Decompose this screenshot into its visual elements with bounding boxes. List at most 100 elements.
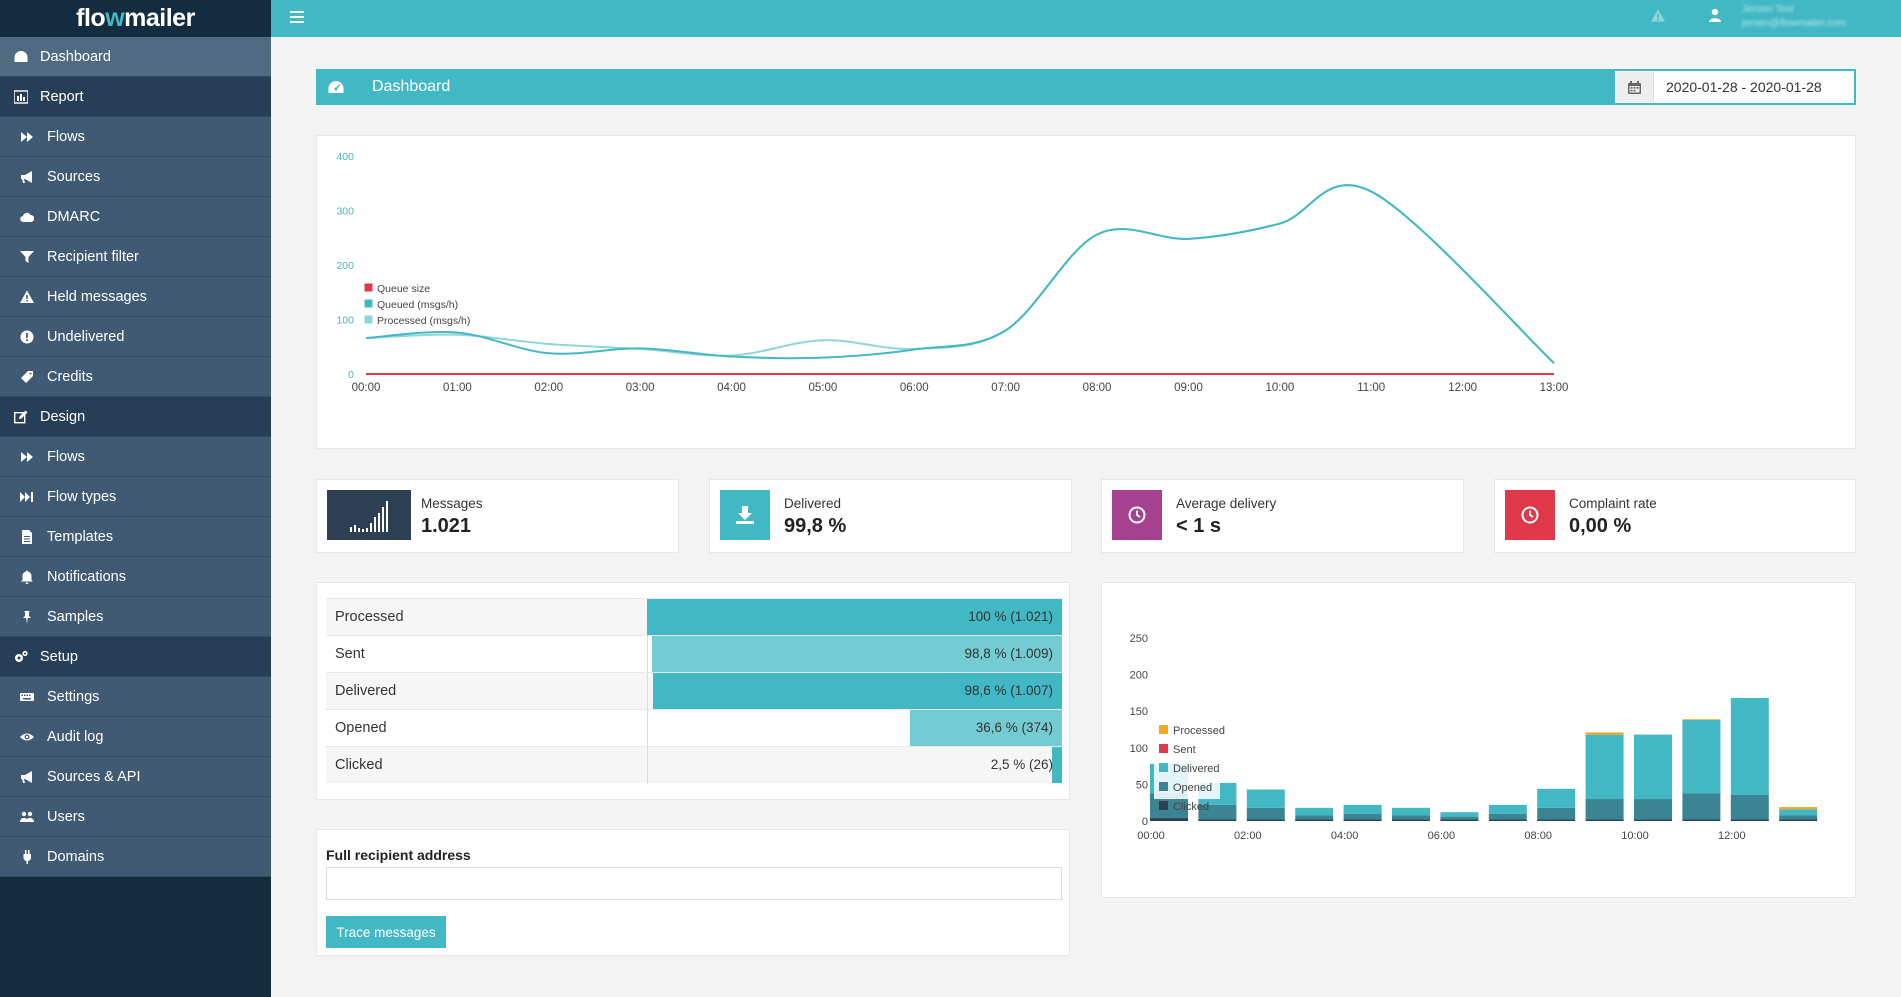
legend-swatch	[1159, 782, 1168, 791]
x-tick-label: 07:00	[991, 382, 1020, 394]
logo-text-a: flo	[76, 4, 106, 32]
sidebar-item-design[interactable]: Design	[0, 397, 271, 437]
activity-chart-panel: 0 50 100 150 200 250 00:00 02:00 04:00 06:00 08:00…	[1101, 582, 1856, 898]
sidebar-item-sources-api[interactable]: Sources & API	[0, 757, 271, 797]
funnel-bar	[652, 673, 1062, 709]
bar-segment	[1488, 819, 1527, 821]
warning-icon	[20, 290, 34, 304]
funnel-row-delivered: Delivered 98,6 % (1.007)	[326, 672, 1062, 710]
sidebar-item-label: Undelivered	[47, 328, 125, 345]
recipient-address-input[interactable]	[326, 867, 1062, 900]
sidebar-item-label: Users	[47, 808, 85, 825]
y-tick-label: 200	[336, 260, 354, 272]
topbar: Jeroen Test jeroen@flowmailer.com	[271, 0, 1901, 37]
kpi-label: Average delivery	[1176, 496, 1277, 511]
bar-segment	[1392, 807, 1430, 816]
sidebar-item-recipient-filter[interactable]: Recipient filter	[0, 237, 271, 277]
sidebar-item-flows[interactable]: Flows	[0, 117, 271, 157]
sidebar-item-held-messages[interactable]: Held messages	[0, 277, 271, 317]
y-tick-label: 250	[1130, 633, 1148, 645]
cogs-icon	[14, 650, 28, 664]
sidebar-item-templates[interactable]: Templates	[0, 517, 271, 557]
date-range-picker[interactable]: 2020-01-28 - 2020-01-28	[1615, 71, 1854, 103]
x-tick-label: 11:00	[1357, 382, 1385, 394]
legend-label: Delivered	[1173, 763, 1219, 775]
report-icon	[14, 89, 28, 104]
legend-label: Sent	[1173, 744, 1196, 756]
calendar-icon[interactable]	[1616, 72, 1654, 102]
hamburger-menu-icon[interactable]	[290, 11, 304, 24]
funnel-label: Delivered	[335, 683, 397, 699]
forward-icon	[20, 450, 34, 464]
sidebar-item-samples[interactable]: Samples	[0, 597, 271, 637]
date-range-value[interactable]: 2020-01-28 - 2020-01-28	[1666, 79, 1822, 95]
bar-segment	[1246, 807, 1285, 820]
y-tick-label: 50	[1136, 779, 1148, 791]
legend-label: Queued (msgs/h)	[377, 299, 458, 311]
bar-segment	[1488, 804, 1527, 814]
bar-segment	[1537, 788, 1576, 808]
sidebar-item-notifications[interactable]: Notifications	[0, 557, 271, 597]
sidebar-item-sources[interactable]: Sources	[0, 157, 271, 197]
funnel-row-processed: Processed 100 % (1.021)	[326, 598, 1062, 636]
eye-icon	[20, 730, 34, 744]
user-icon[interactable]	[1708, 8, 1722, 25]
kpi-label: Delivered	[784, 496, 842, 511]
users-icon	[20, 810, 34, 824]
kpi-label: Messages	[421, 496, 483, 511]
sidebar-item-label: Report	[40, 88, 84, 105]
bar-segment	[1343, 819, 1382, 821]
legend-swatch	[1159, 744, 1168, 753]
user-email: jeroen@flowmailer.com	[1742, 18, 1847, 29]
sidebar-item-credits[interactable]: Credits	[0, 357, 271, 397]
sidebar-item-report[interactable]: Report	[0, 77, 271, 117]
y-tick-label: 150	[1130, 706, 1148, 718]
sidebar-item-label: Flows	[47, 448, 85, 465]
warning-icon[interactable]	[1651, 9, 1665, 25]
sidebar-item-flows[interactable]: Flows	[0, 437, 271, 477]
tag-icon	[20, 370, 34, 384]
bar-segment	[1295, 819, 1334, 821]
x-tick-label: 06:00	[1428, 830, 1456, 842]
trace-messages-button[interactable]: Trace messages	[326, 916, 446, 948]
sidebar-item-label: DMARC	[47, 208, 101, 225]
clock-icon	[1112, 490, 1162, 540]
funnel-label: Sent	[335, 646, 365, 662]
logo-text-b: mailer	[124, 4, 195, 32]
legend-swatch	[363, 282, 374, 293]
sidebar-item-domains[interactable]: Domains	[0, 837, 271, 877]
bar-segment	[1585, 799, 1624, 820]
dashboard-header: Dashboard 2020-01-28 - 2020-01-28	[316, 69, 1856, 105]
x-tick-label: 08:00	[1524, 830, 1552, 842]
sidebar-item-dashboard[interactable]: Dashboard	[0, 37, 271, 77]
legend-swatch	[363, 298, 374, 309]
series-line-processed	[365, 184, 1555, 364]
sidebar-item-dmarc[interactable]: DMARC	[0, 197, 271, 237]
bar-segment	[1682, 793, 1721, 820]
sidebar-item-settings[interactable]: Settings	[0, 677, 271, 717]
funnel-label: Processed	[335, 609, 404, 625]
funnel-bar-track: 2,5 % (26)	[647, 747, 1062, 784]
legend-label: Processed	[1173, 725, 1225, 737]
sidebar-item-flow-types[interactable]: Flow types	[0, 477, 271, 517]
x-tick-label: 10:00	[1621, 830, 1649, 842]
bar-segment	[1150, 818, 1188, 821]
legend-label: Queue size	[377, 283, 430, 295]
bar-segment	[1392, 815, 1430, 820]
sidebar-item-users[interactable]: Users	[0, 797, 271, 837]
file-icon	[20, 529, 34, 544]
funnel-bar-track: 98,8 % (1.009)	[647, 636, 1062, 673]
user-info[interactable]: Jeroen Test jeroen@flowmailer.com	[1742, 3, 1846, 31]
bar-segment	[1343, 804, 1382, 814]
bar-segment	[1537, 819, 1576, 821]
funnel-bar	[1051, 747, 1062, 783]
sidebar-item-audit-log[interactable]: Audit log	[0, 717, 271, 757]
sidebar-item-label: Credits	[47, 368, 93, 385]
sidebar-item-label: Audit log	[47, 728, 104, 745]
x-tick-label: 01:00	[443, 382, 472, 394]
logo[interactable]: flowmailer	[0, 0, 271, 37]
sidebar-item-setup[interactable]: Setup	[0, 637, 271, 677]
sidebar-item-undelivered[interactable]: Undelivered	[0, 317, 271, 357]
sidebar-item-label: Setup	[40, 648, 78, 665]
bar-segment	[1585, 734, 1624, 800]
